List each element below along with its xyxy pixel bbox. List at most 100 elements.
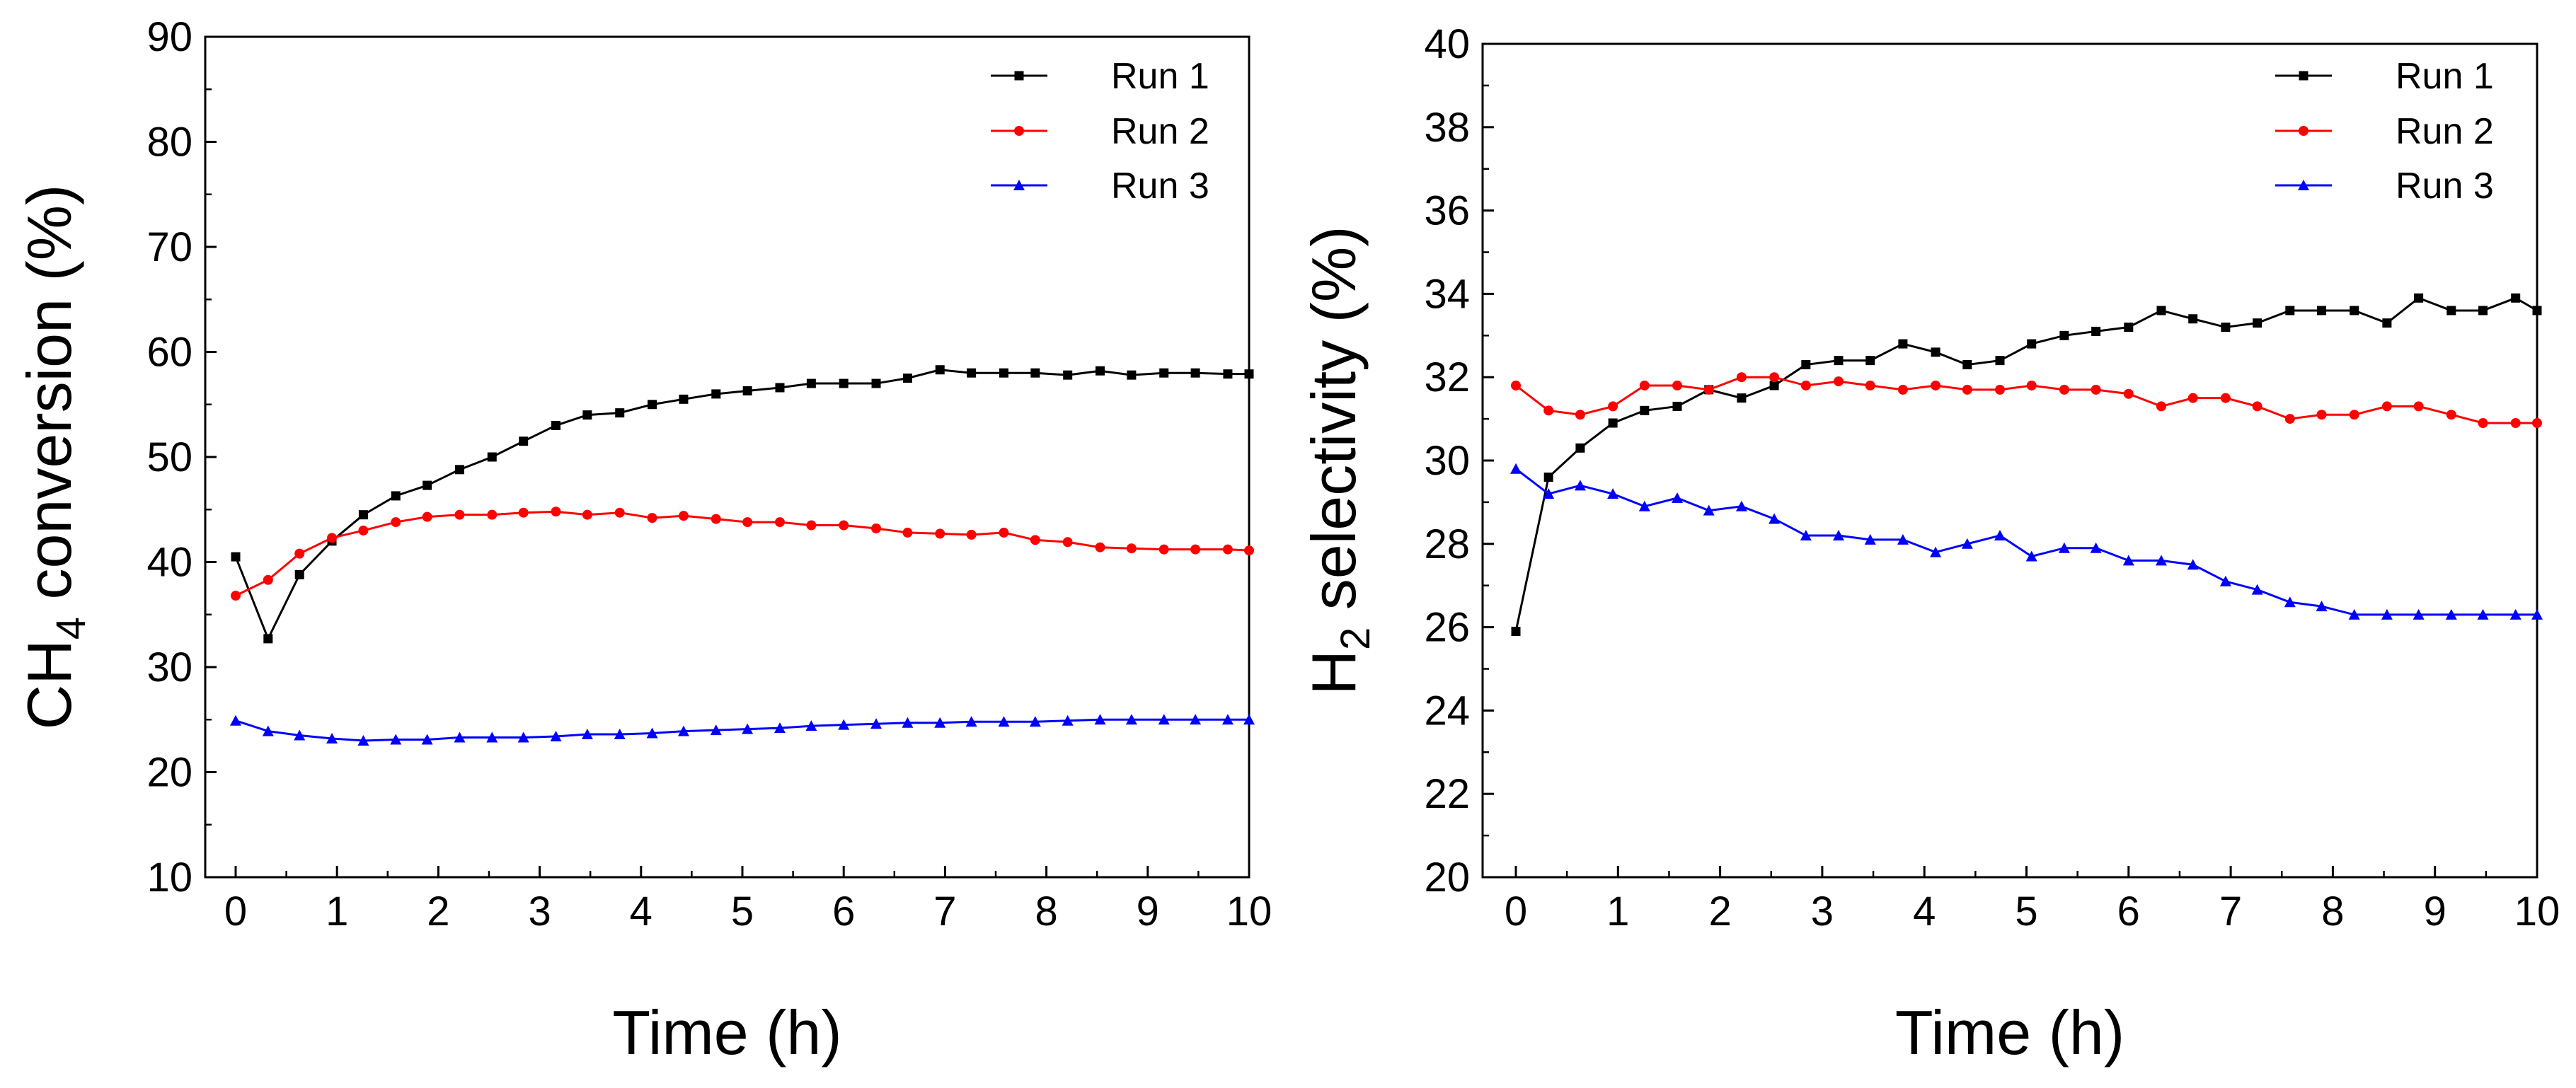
chart1-point-run-2: [839, 520, 849, 531]
chart1-point-run-1: [902, 374, 912, 383]
chart2-point-run-2: [1672, 380, 1682, 390]
chart2-xtick-label: 4: [1913, 889, 1936, 934]
chart1-point-run-3: [357, 734, 369, 746]
chart2-series-run-3: [1510, 463, 2543, 620]
chart2-xtick-label: 5: [2015, 889, 2037, 934]
chart1-point-run-1: [231, 552, 241, 562]
chart1-legend-label-run-1: Run 1: [1111, 56, 1209, 97]
chart2-point-run-1: [2285, 306, 2295, 316]
chart1-point-run-1: [551, 420, 561, 430]
chart1-y-axis-label: CH4 conversion (%): [14, 185, 94, 730]
chart2-point-run-2: [1736, 372, 1747, 383]
chart2-point-run-3: [2058, 542, 2070, 553]
chart1-ytick-label: 30: [146, 644, 192, 690]
chart2-point-run-1: [2382, 318, 2392, 328]
chart2-point-run-3: [1735, 500, 1747, 511]
chart2-point-run-1: [2124, 323, 2134, 332]
chart1-point-run-2: [1190, 544, 1201, 555]
chart1-point-run-2: [614, 507, 625, 518]
chart2-point-run-2: [1769, 372, 1780, 383]
chart2-point-run-1: [2027, 339, 2037, 349]
chart1-xtick-label: 2: [427, 889, 449, 934]
chart2-xtick-label: 8: [2321, 889, 2344, 934]
chart1-xtick-label: 0: [224, 889, 247, 934]
chart2-point-run-1: [1543, 473, 1553, 482]
chart1-point-run-1: [806, 378, 816, 388]
chart1-point-run-3: [1125, 714, 1137, 725]
chart2-point-run-3: [2122, 555, 2134, 566]
chart2-point-run-2: [1703, 384, 1714, 395]
chart1-legend-item-run-1: Run 1: [991, 56, 1209, 97]
chart2-point-run-3: [1897, 533, 1909, 545]
chart1-series-run-3: [230, 714, 1255, 746]
chart2-point-run-3: [2284, 596, 2296, 608]
chart2-legend-item-run-2: Run 2: [2275, 111, 2494, 152]
chart2-point-run-1: [1995, 356, 2005, 366]
chart2-point-run-2: [1994, 384, 2005, 395]
chart2-point-run-3: [1638, 500, 1650, 511]
chart2-point-run-2: [2187, 393, 2198, 403]
chart1-point-run-3: [454, 731, 466, 743]
chart1-point-run-1: [582, 410, 592, 420]
chart2-point-run-3: [2090, 542, 2102, 553]
chart2-point-run-1: [2478, 306, 2488, 316]
chart1-point-run-2: [806, 520, 817, 531]
chart1-point-run-2: [1222, 544, 1233, 555]
chart2-ytick-label: 40: [1424, 21, 1470, 67]
chart2-point-run-3: [1930, 546, 1942, 557]
chart1-point-run-2: [422, 511, 432, 522]
chart1-point-run-1: [391, 491, 401, 501]
chart1-point-run-2: [742, 517, 753, 528]
chart1-point-run-2: [551, 507, 561, 517]
chart1-line-run-1: [234, 369, 1249, 642]
chart2-point-run-1: [1672, 401, 1682, 411]
chart1-y-axis-label-rest: conversion (%): [14, 185, 84, 617]
chart1-x-axis-label: Time (h): [612, 997, 841, 1067]
chart1-legend-marker-run-1: [1014, 71, 1024, 81]
chart1-point-run-1: [679, 394, 689, 404]
chart2-point-run-2: [1575, 410, 1585, 420]
chart1-point-run-1: [1030, 368, 1040, 378]
chart2-point-run-3: [1607, 488, 1619, 499]
chart2-point-run-1: [1801, 360, 1811, 370]
chart1-point-run-3: [677, 725, 689, 736]
chart1-panel: 0 1 2 3 4 5 6 7 8 9 10 10 20 30 40 50 60 70 80 90 Time (h) CH…: [14, 14, 1272, 1067]
chart2-point-run-1: [1640, 405, 1650, 415]
chart1-legend-marker-run-2: [1014, 126, 1024, 136]
chart2-point-run-2: [2349, 410, 2359, 420]
chart2-point-run-3: [1574, 480, 1586, 491]
chart1-xtick-label: 7: [933, 889, 956, 934]
chart2-point-run-2: [2316, 410, 2327, 420]
chart1-point-run-2: [966, 529, 977, 540]
chart1-point-run-3: [614, 729, 626, 740]
chart1-point-run-3: [326, 732, 338, 743]
chart2-point-run-2: [1511, 380, 1521, 390]
chart2-xtick-label: 0: [1505, 889, 1527, 934]
chart1-point-run-3: [1221, 714, 1234, 725]
chart1-point-run-3: [1094, 714, 1106, 725]
chart2-point-run-3: [2413, 608, 2425, 620]
chart2-xtick-label: 1: [1606, 889, 1629, 934]
chart2-point-run-2: [2252, 401, 2262, 412]
chart1-ytick-label: 80: [146, 120, 192, 166]
chart1-ytick-label: 70: [146, 224, 192, 270]
chart2-point-run-3: [1510, 463, 1522, 474]
chart2-point-run-3: [2187, 559, 2199, 570]
chart1-point-run-3: [805, 720, 817, 731]
chart2-point-run-3: [2155, 555, 2167, 566]
chart2-point-run-3: [1769, 513, 1781, 524]
chart2-xtick-label: 2: [1708, 889, 1731, 934]
chart1-point-run-1: [1244, 369, 1254, 379]
chart1-xtick-label: 10: [1226, 889, 1272, 934]
chart2-point-run-1: [2188, 314, 2198, 324]
chart1-series-run-1: [231, 365, 1254, 644]
chart1-point-run-1: [775, 383, 785, 393]
chart2-point-run-1: [1608, 418, 1618, 428]
chart1-point-run-2: [1095, 542, 1105, 552]
chart2-point-run-2: [2026, 380, 2037, 390]
chart1-point-run-3: [262, 725, 274, 736]
chart2-point-run-2: [2156, 401, 2166, 412]
chart1-point-run-2: [454, 509, 465, 520]
chart2-point-run-3: [1800, 530, 1812, 541]
chart1-point-run-3: [902, 717, 914, 728]
